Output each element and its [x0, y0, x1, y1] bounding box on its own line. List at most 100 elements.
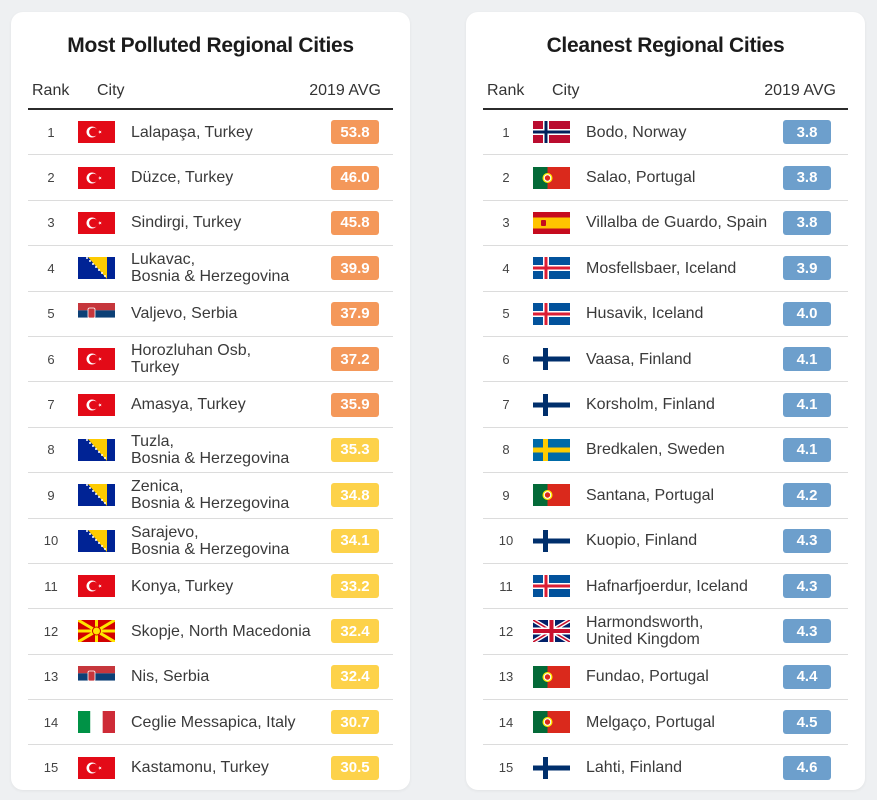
bosnia-flag-icon — [78, 484, 115, 507]
city-name: Vaasa, Finland — [586, 350, 692, 368]
rank-number: 5 — [47, 306, 55, 322]
table-row: 12 Skopje, North Macedonia 32.4 — [28, 609, 393, 655]
bosnia-flag-icon — [78, 438, 115, 461]
avg-value-badge: 4.5 — [783, 710, 831, 735]
table-row: 2 Düzce, Turkey 46.0 — [28, 155, 393, 201]
table-row: 2 Salao, Portugal 3.8 — [483, 155, 848, 201]
polluted-list: 1 Lalapaşa, Turkey 53.8 2 Düzce, Turkey 46.0 3… — [28, 110, 393, 790]
finland-flag-icon — [533, 348, 570, 371]
table-row: 10 Sarajevo, Bosnia & Herzegovina 34.1 — [28, 519, 393, 564]
avg-value-badge: 3.9 — [783, 256, 831, 281]
table-row: 6 Horozluhan Osb, Turkey 37.2 — [28, 337, 393, 383]
turkey-flag-icon — [78, 166, 115, 189]
city-name: Düzce, Turkey — [131, 169, 234, 187]
portugal-flag-icon — [533, 166, 570, 189]
cleanest-card: Cleanest Regional Cities Rank City 2019 … — [466, 12, 865, 790]
avg-value-badge: 4.1 — [783, 392, 831, 417]
city-name: Bredkalen, Sweden — [586, 441, 725, 459]
table-row: 1 Lalapaşa, Turkey 53.8 — [28, 110, 393, 156]
finland-flag-icon — [533, 393, 570, 416]
rank-number: 13 — [43, 669, 59, 685]
table-row: 7 Amasya, Turkey 35.9 — [28, 382, 393, 428]
table-row: 10 Kuopio, Finland 4.3 — [483, 519, 848, 564]
table-row: 5 Husavik, Iceland 4.0 — [483, 292, 848, 337]
rank-number: 7 — [502, 397, 510, 413]
city-name: Harmondsworth, United Kingdom — [586, 614, 704, 649]
city-name: Melgaço, Portugal — [586, 713, 715, 731]
rank-number: 1 — [47, 124, 55, 140]
avg-value-badge: 4.1 — [783, 347, 831, 372]
avg-value-badge: 39.9 — [331, 256, 379, 281]
city-name: Skopje, North Macedonia — [131, 622, 311, 640]
rank-number: 5 — [502, 306, 510, 322]
finland-flag-icon — [533, 756, 570, 779]
italy-flag-icon — [78, 711, 115, 734]
avg-value-badge: 3.8 — [783, 120, 831, 145]
avg-value-badge: 4.6 — [783, 755, 831, 780]
turkey-flag-icon — [78, 756, 115, 779]
turkey-flag-icon — [78, 575, 115, 598]
table-row: 11 Konya, Turkey 33.2 — [28, 564, 393, 610]
avg-value-badge: 4.0 — [783, 301, 831, 326]
rank-number: 4 — [47, 260, 55, 276]
table-row: 7 Korsholm, Finland 4.1 — [483, 382, 848, 428]
city-name: Mosfellsbaer, Iceland — [586, 259, 737, 277]
finland-flag-icon — [533, 529, 570, 552]
iceland-flag-icon — [533, 575, 570, 598]
rank-number: 9 — [47, 487, 55, 503]
table-row: 15 Lahti, Finland 4.6 — [483, 745, 848, 789]
avg-value-badge: 33.2 — [331, 574, 379, 599]
rank-number: 9 — [502, 487, 510, 503]
table-header: Rank City 2019 AVG — [483, 80, 848, 110]
table-row: 13 Nis, Serbia 32.4 — [28, 655, 393, 701]
rank-number: 15 — [498, 760, 514, 776]
rank-column-header: Rank — [32, 82, 70, 99]
avg-value-badge: 34.1 — [331, 528, 379, 553]
table-row: 3 Sindirgi, Turkey 45.8 — [28, 201, 393, 247]
rank-column-header: Rank — [487, 82, 525, 99]
table-row: 6 Vaasa, Finland 4.1 — [483, 337, 848, 383]
card-title: Most Polluted Regional Cities — [67, 34, 354, 57]
city-name: Lukavac, Bosnia & Herzegovina — [131, 251, 290, 286]
table-row: 4 Mosfellsbaer, Iceland 3.9 — [483, 246, 848, 292]
rank-number: 12 — [43, 623, 59, 639]
rank-number: 8 — [502, 442, 510, 458]
city-name: Villalba de Guardo, Spain — [586, 214, 768, 232]
rank-number: 10 — [43, 533, 59, 549]
table-row: 4 Lukavac, Bosnia & Herzegovina 39.9 — [28, 246, 393, 292]
rank-number: 4 — [502, 260, 510, 276]
portugal-flag-icon — [533, 711, 570, 734]
city-name: Lalapaşa, Turkey — [131, 123, 253, 141]
rank-number: 8 — [47, 442, 55, 458]
city-column-header: City — [552, 82, 580, 99]
city-name: Sindirgi, Turkey — [131, 214, 242, 232]
iceland-flag-icon — [533, 302, 570, 325]
avg-value-badge: 35.9 — [331, 392, 379, 417]
city-name: Nis, Serbia — [131, 668, 210, 686]
avg-value-badge: 32.4 — [331, 619, 379, 644]
turkey-flag-icon — [78, 121, 115, 144]
table-row: 9 Zenica, Bosnia & Herzegovina 34.8 — [28, 473, 393, 519]
avg-value-badge: 4.3 — [783, 574, 831, 599]
avg-value-badge: 3.8 — [783, 210, 831, 235]
avg-column-header: 2019 AVG — [764, 82, 836, 99]
city-name: Salao, Portugal — [586, 169, 696, 187]
serbia-flag-icon — [78, 665, 115, 688]
table-row: 11 Hafnarfjoerdur, Iceland 4.3 — [483, 564, 848, 610]
rank-number: 6 — [502, 351, 510, 367]
city-name: Kastamonu, Turkey — [131, 759, 269, 777]
rank-number: 11 — [44, 578, 58, 594]
rank-number: 6 — [47, 351, 55, 367]
avg-value-badge: 32.4 — [331, 664, 379, 689]
sweden-flag-icon — [533, 438, 570, 461]
city-name: Korsholm, Finland — [586, 396, 715, 414]
portugal-flag-icon — [533, 665, 570, 688]
turkey-flag-icon — [78, 211, 115, 234]
serbia-flag-icon — [78, 302, 115, 325]
most-polluted-card: Most Polluted Regional Cities Rank City … — [11, 12, 410, 790]
rank-number: 11 — [499, 578, 513, 594]
table-row: 8 Bredkalen, Sweden 4.1 — [483, 428, 848, 474]
avg-value-badge: 4.3 — [783, 528, 831, 553]
avg-value-badge: 37.2 — [331, 347, 379, 372]
rank-number: 2 — [502, 170, 510, 186]
